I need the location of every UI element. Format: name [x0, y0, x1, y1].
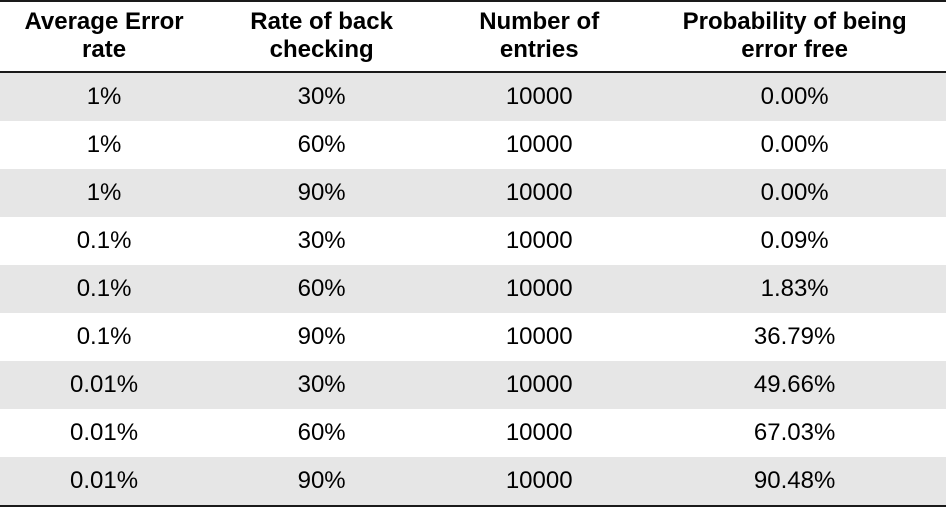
- cell-entries: 10000: [435, 313, 643, 361]
- table-row: 1% 60% 10000 0.00%: [0, 121, 946, 169]
- cell-entries: 10000: [435, 121, 643, 169]
- cell-back-checking: 30%: [208, 217, 435, 265]
- cell-back-checking: 90%: [208, 313, 435, 361]
- table-row: 0.1% 90% 10000 36.79%: [0, 313, 946, 361]
- cell-prob-error-free: 0.00%: [643, 72, 946, 121]
- cell-back-checking: 90%: [208, 457, 435, 506]
- cell-entries: 10000: [435, 217, 643, 265]
- cell-avg-error-rate: 0.01%: [0, 361, 208, 409]
- cell-prob-error-free: 90.48%: [643, 457, 946, 506]
- table-header: Average Error rate Rate of back checking…: [0, 1, 946, 72]
- table-body: 1% 30% 10000 0.00% 1% 60% 10000 0.00% 1%…: [0, 72, 946, 506]
- cell-avg-error-rate: 1%: [0, 72, 208, 121]
- table-row: 1% 30% 10000 0.00%: [0, 72, 946, 121]
- table-header-row: Average Error rate Rate of back checking…: [0, 1, 946, 72]
- cell-avg-error-rate: 0.01%: [0, 409, 208, 457]
- cell-avg-error-rate: 0.1%: [0, 265, 208, 313]
- col-header-avg-error-rate: Average Error rate: [0, 1, 208, 72]
- cell-avg-error-rate: 0.1%: [0, 313, 208, 361]
- data-table-container: Average Error rate Rate of back checking…: [0, 0, 946, 507]
- table-row: 1% 90% 10000 0.00%: [0, 169, 946, 217]
- cell-prob-error-free: 36.79%: [643, 313, 946, 361]
- table-row: 0.01% 90% 10000 90.48%: [0, 457, 946, 506]
- col-header-back-checking: Rate of back checking: [208, 1, 435, 72]
- col-header-prob-error-free: Probability of being error free: [643, 1, 946, 72]
- cell-avg-error-rate: 0.01%: [0, 457, 208, 506]
- table-row: 0.1% 30% 10000 0.09%: [0, 217, 946, 265]
- cell-back-checking: 60%: [208, 121, 435, 169]
- cell-entries: 10000: [435, 361, 643, 409]
- cell-prob-error-free: 0.09%: [643, 217, 946, 265]
- cell-back-checking: 30%: [208, 72, 435, 121]
- cell-avg-error-rate: 1%: [0, 121, 208, 169]
- cell-back-checking: 60%: [208, 265, 435, 313]
- cell-prob-error-free: 0.00%: [643, 121, 946, 169]
- cell-prob-error-free: 49.66%: [643, 361, 946, 409]
- cell-entries: 10000: [435, 265, 643, 313]
- col-header-entries: Number of entries: [435, 1, 643, 72]
- cell-entries: 10000: [435, 409, 643, 457]
- table-row: 0.1% 60% 10000 1.83%: [0, 265, 946, 313]
- cell-prob-error-free: 1.83%: [643, 265, 946, 313]
- cell-prob-error-free: 0.00%: [643, 169, 946, 217]
- cell-entries: 10000: [435, 457, 643, 506]
- cell-avg-error-rate: 1%: [0, 169, 208, 217]
- table-row: 0.01% 60% 10000 67.03%: [0, 409, 946, 457]
- cell-back-checking: 90%: [208, 169, 435, 217]
- table-row: 0.01% 30% 10000 49.66%: [0, 361, 946, 409]
- cell-entries: 10000: [435, 72, 643, 121]
- data-table: Average Error rate Rate of back checking…: [0, 0, 946, 507]
- cell-entries: 10000: [435, 169, 643, 217]
- cell-prob-error-free: 67.03%: [643, 409, 946, 457]
- cell-back-checking: 60%: [208, 409, 435, 457]
- cell-back-checking: 30%: [208, 361, 435, 409]
- cell-avg-error-rate: 0.1%: [0, 217, 208, 265]
